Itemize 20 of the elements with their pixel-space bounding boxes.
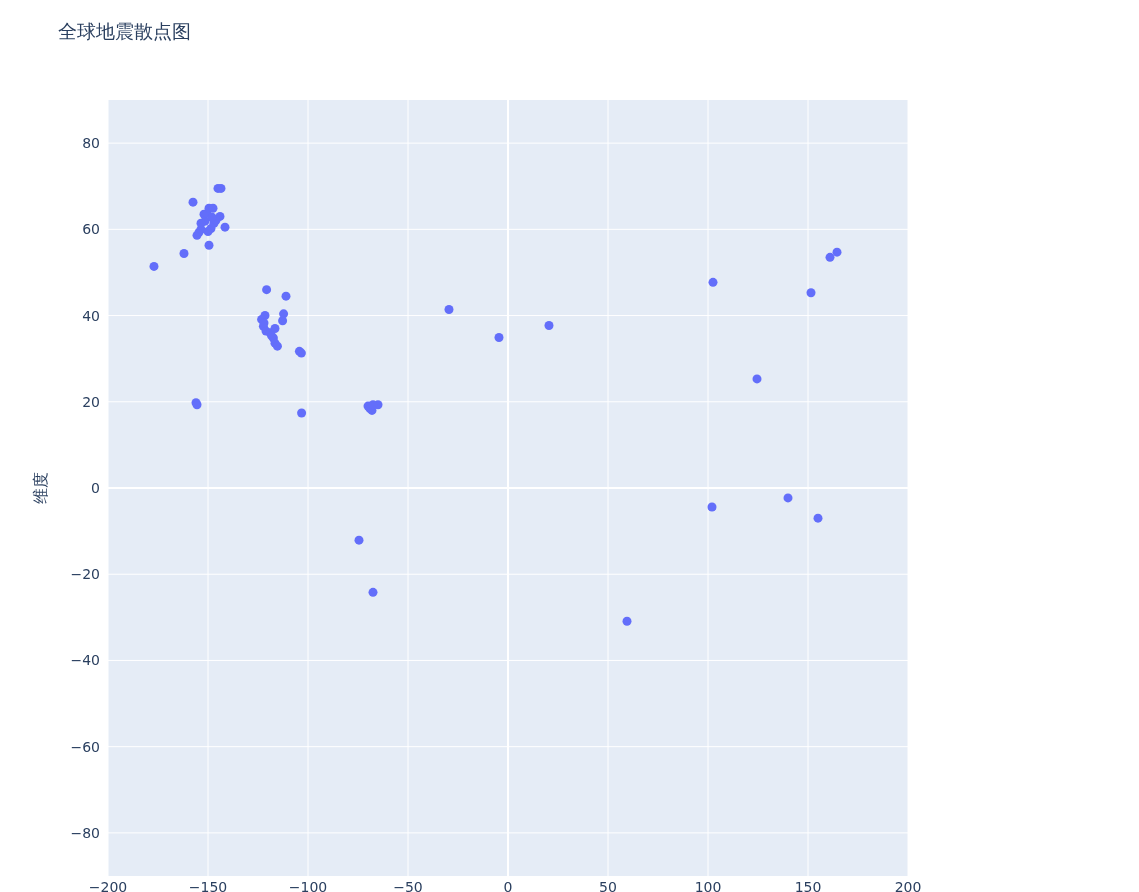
x-tick-label: −150 [188, 879, 228, 892]
y-tick-label: −40 [70, 652, 100, 669]
x-tick-label: −100 [288, 879, 328, 892]
x-tick-label: 50 [599, 879, 617, 892]
x-tick-label: −50 [393, 879, 423, 892]
y-tick-label: −60 [70, 738, 100, 755]
x-tick-label: −200 [88, 879, 128, 892]
y-tick-label: 80 [82, 135, 100, 152]
y-axis-title: 维度 [31, 472, 50, 504]
y-tick-label: 20 [82, 393, 100, 410]
y-tick-label: 0 [91, 480, 100, 496]
y-tick-label: 60 [82, 221, 100, 238]
chart-title: 全球地震散点图 [58, 20, 191, 42]
y-tick-label: 40 [82, 307, 100, 324]
x-tick-label: 150 [794, 879, 822, 892]
y-tick-label: −80 [70, 824, 100, 841]
x-tick-label: 100 [694, 879, 722, 892]
x-tick-label: 200 [894, 879, 922, 892]
y-tick-label: −20 [70, 566, 100, 583]
x-tick-label: 0 [503, 879, 513, 892]
